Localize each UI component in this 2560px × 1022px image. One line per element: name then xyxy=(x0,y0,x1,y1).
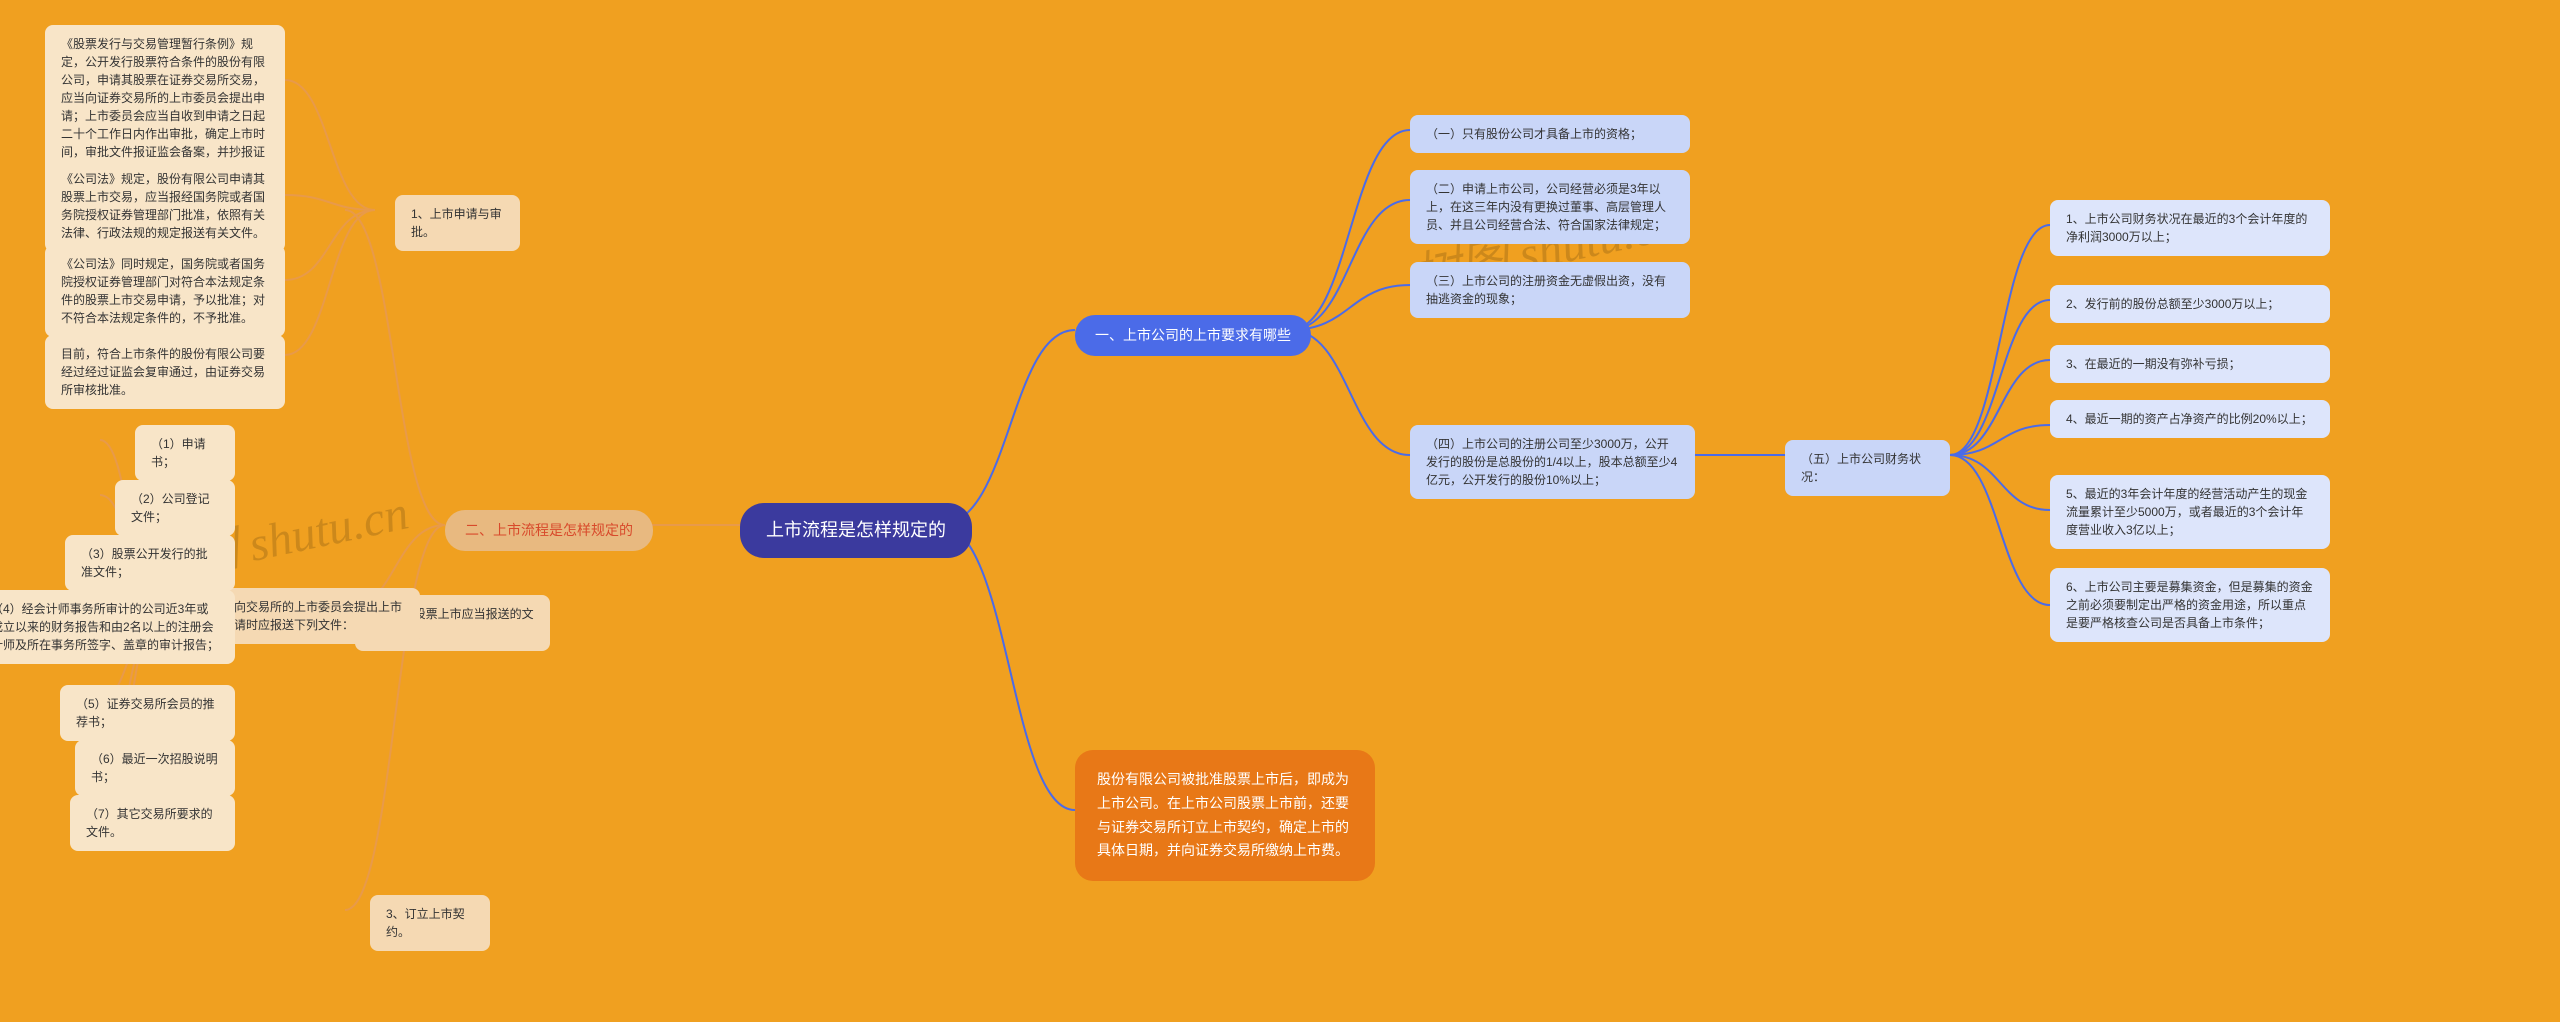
branch-requirements[interactable]: 一、上市公司的上市要求有哪些 xyxy=(1075,315,1311,356)
sub2-item-4[interactable]: （4）经会计师事务所审计的公司近3年或成立以来的财务报告和由2名以上的注册会计师… xyxy=(0,590,235,664)
sub2-item-5[interactable]: （5）证券交易所会员的推荐书； xyxy=(60,685,235,741)
fin-item-1[interactable]: 1、上市公司财务状况在最近的3个会计年度的净利润3000万以上； xyxy=(2050,200,2330,256)
sub2-item-3[interactable]: （3）股票公开发行的批准文件； xyxy=(65,535,235,591)
branch-process[interactable]: 二、上市流程是怎样规定的 xyxy=(445,510,653,551)
sub2-item-1[interactable]: （1）申请书； xyxy=(135,425,235,481)
fin-item-3[interactable]: 3、在最近的一期没有弥补亏损； xyxy=(2050,345,2330,383)
fin-item-2[interactable]: 2、发行前的股份总额至少3000万以上； xyxy=(2050,285,2330,323)
desc-listing[interactable]: 股份有限公司被批准股票上市后，即成为上市公司。在上市公司股票上市前，还要与证券交… xyxy=(1075,750,1375,881)
req-item-1[interactable]: （一）只有股份公司才具备上市的资格； xyxy=(1410,115,1690,153)
fin-item-5[interactable]: 5、最近的3年会计年度的经营活动产生的现金流量累计至少5000万，或者最近的3个… xyxy=(2050,475,2330,549)
fin-item-6[interactable]: 6、上市公司主要是募集资金，但是募集的资金之前必须要制定出严格的资金用途，所以重… xyxy=(2050,568,2330,642)
sub2-item-2[interactable]: （2）公司登记文件； xyxy=(115,480,235,536)
sub2-item-7[interactable]: （7）其它交易所要求的文件。 xyxy=(70,795,235,851)
sub2-item-6[interactable]: （6）最近一次招股说明书； xyxy=(75,740,235,796)
sub1-item-2[interactable]: 《公司法》规定，股份有限公司申请其股票上市交易，应当报经国务院或者国务院授权证券… xyxy=(45,160,285,252)
req-item-2[interactable]: （二）申请上市公司，公司经营必须是3年以上，在这三年内没有更换过董事、高层管理人… xyxy=(1410,170,1690,244)
proc-item-3[interactable]: 3、订立上市契约。 xyxy=(370,895,490,951)
req-sub5[interactable]: （五）上市公司财务状况： xyxy=(1785,440,1950,496)
root-node[interactable]: 上市流程是怎样规定的 xyxy=(740,503,972,558)
sub1-item-3[interactable]: 《公司法》同时规定，国务院或者国务院授权证券管理部门对符合本法规定条件的股票上市… xyxy=(45,245,285,337)
fin-item-4[interactable]: 4、最近一期的资产占净资产的比例20%以上； xyxy=(2050,400,2330,438)
req-item-3[interactable]: （三）上市公司的注册资金无虚假出资，没有抽逃资金的现象； xyxy=(1410,262,1690,318)
proc-item-1[interactable]: 1、上市申请与审批。 xyxy=(395,195,520,251)
req-item-4[interactable]: （四）上市公司的注册公司至少3000万，公开发行的股份是总股份的1/4以上，股本… xyxy=(1410,425,1695,499)
sub1-item-4[interactable]: 目前，符合上市条件的股份有限公司要经过经过证监会复审通过，由证券交易所审核批准。 xyxy=(45,335,285,409)
